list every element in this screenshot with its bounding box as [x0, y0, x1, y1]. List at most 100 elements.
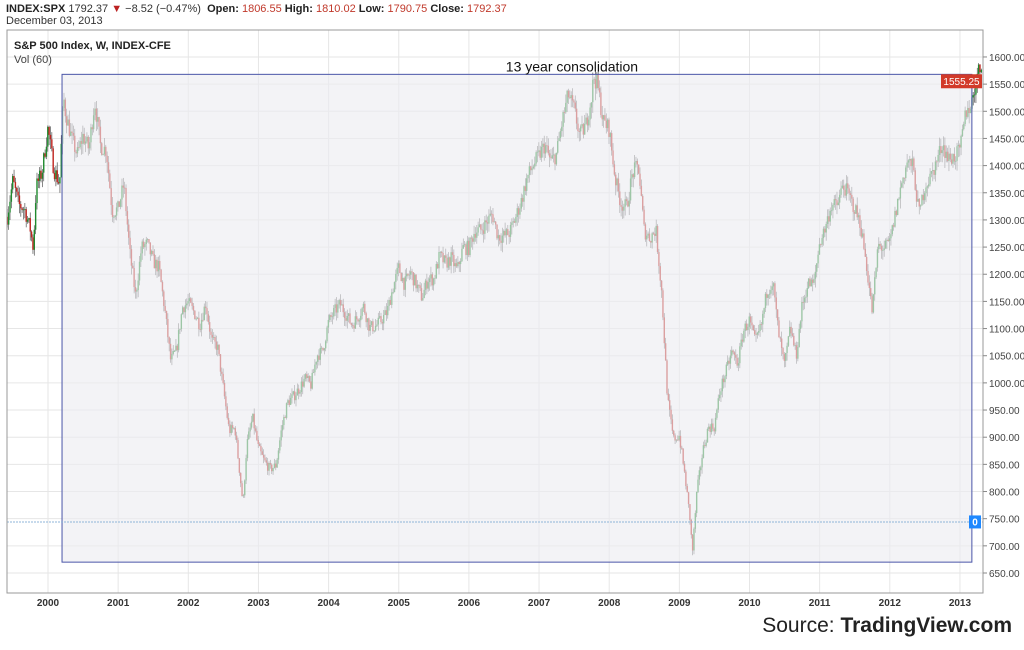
candle [24, 202, 26, 219]
quote-line: INDEX:SPX 1792.37 ▼ −8.52 (−0.47%) Open:… [6, 3, 507, 15]
candle [25, 206, 27, 228]
x-tick-label: 2012 [879, 598, 902, 609]
source-name: TradingView.com [840, 614, 1012, 637]
candle [16, 186, 18, 197]
candle-body [60, 143, 62, 178]
candle-body [57, 182, 60, 184]
candle-body [24, 209, 26, 211]
candle [29, 212, 31, 241]
candle [30, 230, 33, 242]
source-credit: Source: TradingView.com [762, 614, 1012, 638]
candle-body [14, 181, 17, 188]
candle [48, 125, 50, 146]
candle [18, 187, 21, 214]
candle-body [53, 172, 56, 180]
consolidation-box [61, 73, 973, 563]
candle-body [977, 64, 980, 74]
candle-body [980, 69, 983, 73]
candle-body [44, 153, 46, 157]
y-tick-label: 1200.00 [989, 270, 1024, 281]
candle [41, 169, 44, 188]
close-label: Close: [430, 3, 464, 15]
chart-subtitle: Vol (60) [14, 54, 52, 66]
candle [59, 177, 61, 193]
last-price-value: 1555.25 [943, 77, 980, 88]
candle [40, 165, 42, 183]
chart-title: S&P 500 Index, W, INDEX-CFE [14, 40, 171, 52]
candle-body [49, 134, 52, 140]
x-tick-label: 2008 [598, 598, 621, 609]
y-tick-label: 1550.00 [989, 80, 1024, 91]
y-tick-label: 750.00 [989, 515, 1020, 526]
candle-body [45, 146, 48, 157]
x-tick-label: 2011 [809, 598, 831, 609]
y-tick-label: 1250.00 [989, 243, 1024, 254]
y-tick-label: 1100.00 [989, 325, 1024, 336]
candle [26, 215, 29, 224]
candle-body [34, 203, 37, 230]
x-tick-label: 2005 [388, 598, 411, 609]
x-tick-label: 2013 [949, 598, 972, 609]
x-tick-label: 2007 [528, 598, 551, 609]
candle-body [17, 191, 19, 196]
candle [45, 137, 48, 160]
candle [57, 174, 60, 185]
open-value: 1806.55 [241, 3, 282, 15]
x-tick-label: 2001 [107, 598, 130, 609]
candle-body [47, 126, 49, 147]
x-tick-label: 2003 [247, 598, 270, 609]
plot-frame [6, 29, 984, 594]
candle-body [41, 172, 44, 179]
y-tick-label: 1000.00 [989, 379, 1024, 390]
x-tick-label: 2006 [458, 598, 481, 609]
y-tick-label: 1300.00 [989, 216, 1024, 227]
y-tick-label: 1500.00 [989, 107, 1024, 118]
candle-body [32, 237, 34, 250]
close-value: 1792.37 [467, 3, 507, 15]
y-tick-label: 900.00 [989, 433, 1020, 444]
down-triangle-icon: ▼ [111, 3, 123, 15]
candle [44, 149, 46, 159]
price-chart[interactable]: S&P 500 Index, W, INDEX-CFE Vol (60) 13 … [0, 0, 1024, 610]
candle-body [972, 95, 974, 98]
y-tick-label: 850.00 [989, 460, 1020, 471]
candle-body [22, 209, 25, 211]
candle-body [29, 218, 31, 232]
annotation: 13 year consolidation [506, 58, 638, 74]
quote-date: December 03, 2013 [6, 15, 103, 27]
candle [20, 201, 22, 217]
candle [13, 169, 15, 183]
candle-body [979, 64, 981, 73]
candle [9, 195, 11, 221]
candle [60, 135, 62, 178]
candle [21, 206, 23, 213]
candle [49, 126, 52, 150]
candle [17, 185, 19, 203]
candle-body [20, 204, 22, 209]
candle [10, 183, 13, 209]
volume-value: 0 [972, 517, 978, 528]
candle-body [52, 148, 54, 173]
y-tick-label: 1350.00 [989, 189, 1024, 200]
last-price: 1792.37 [68, 3, 109, 15]
candle-body [59, 177, 61, 184]
candle [55, 165, 57, 187]
high-value: 1810.02 [315, 3, 356, 15]
y-tick-label: 1050.00 [989, 352, 1024, 363]
y-tick-label: 700.00 [989, 542, 1020, 553]
y-tick-label: 1450.00 [989, 134, 1024, 145]
candle-body [16, 187, 18, 192]
x-tick-label: 2000 [37, 598, 60, 609]
y-tick-label: 1600.00 [989, 53, 1024, 64]
candle [14, 177, 17, 198]
candle-body [38, 170, 41, 181]
candle-body [18, 195, 21, 205]
candle-body [26, 219, 29, 222]
candle-body [40, 170, 42, 179]
candle-body [975, 87, 977, 95]
low-label: Low: [358, 3, 385, 15]
y-axis: 650.00 700.00 750.00 800.00 850.00 900.00 950.… [983, 53, 1024, 580]
candle [51, 132, 53, 152]
candle-body [51, 139, 53, 149]
x-axis: 2000 2001 2002 2003 2004 2005 2006 2007 2008 2009… [37, 598, 972, 609]
